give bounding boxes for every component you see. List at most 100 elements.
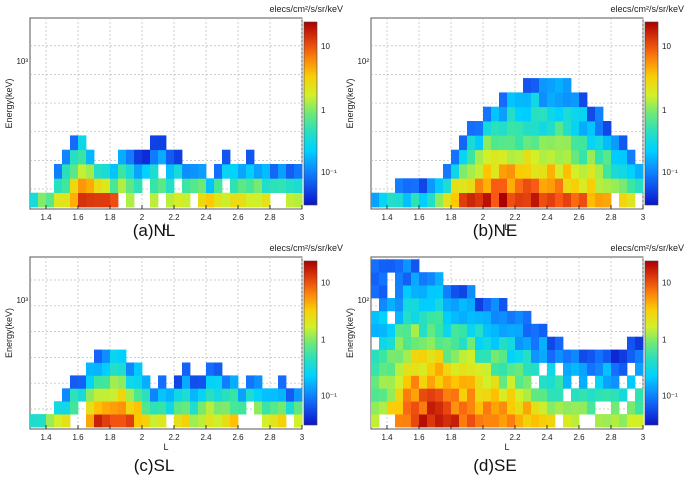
- heatmap-cell: [142, 375, 151, 389]
- heatmap-cell: [395, 336, 404, 350]
- heatmap-cell: [507, 349, 516, 363]
- heatmap-cell: [118, 414, 127, 428]
- heatmap-cell: [387, 401, 396, 415]
- heatmap-cell: [427, 285, 436, 299]
- heatmap-cell: [419, 272, 428, 286]
- heatmap-cell: [555, 135, 564, 151]
- heatmap-cell: [531, 323, 540, 338]
- heatmap-cell: [86, 401, 95, 415]
- heatmap-cell: [94, 164, 103, 179]
- panel-3: 1.4 1.6 1.8 2 2.2 2.4 2.6 2.8 3 10³ L Energy(keV) (c…: [4, 243, 343, 475]
- heatmap-cell: [531, 164, 540, 179]
- heatmap-cell: [118, 375, 127, 389]
- heatmap-cell: [515, 375, 524, 389]
- heatmap-cell: [166, 149, 175, 165]
- heatmap-cell: [523, 135, 532, 151]
- heatmap-cell: [270, 178, 279, 193]
- heatmap-cell: [579, 349, 588, 363]
- heatmap-cell: [94, 388, 103, 402]
- heatmap-cell: [459, 285, 468, 299]
- heatmap-cell: [547, 135, 556, 151]
- heatmap-cell: [403, 375, 412, 389]
- heatmap-cell: [563, 121, 572, 136]
- heatmap-cell: [411, 401, 420, 415]
- heatmap-cell: [595, 178, 604, 193]
- heatmap-cell: [483, 149, 492, 165]
- heatmap-cell: [150, 135, 159, 151]
- panel-4: 1.4 1.6 1.8 2 2.2 2.4 2.6 2.8 3 10² L Energy(keV) (d…: [345, 243, 684, 475]
- heatmap-cell: [435, 414, 444, 428]
- heatmap-cell: [467, 362, 476, 376]
- panel-label: (b)NE: [473, 221, 517, 240]
- heatmap-cell: [451, 388, 460, 402]
- heatmap-cell: [371, 272, 380, 286]
- heatmap-cell: [603, 388, 612, 402]
- heatmap-cell: [627, 414, 636, 428]
- heatmap-cell: [387, 375, 396, 389]
- heatmap-cell: [475, 388, 484, 402]
- heatmap-cell: [571, 92, 580, 108]
- heatmap-cell: [174, 414, 183, 428]
- heatmap-cell: [395, 388, 404, 402]
- heatmap-cell: [371, 362, 380, 376]
- x-tick-label: 2.8: [605, 213, 617, 222]
- heatmap-cell: [427, 336, 436, 350]
- heatmap-cell: [595, 164, 604, 179]
- heatmap-cell: [507, 121, 516, 136]
- heatmap-cell: [379, 336, 388, 350]
- heatmap-cell: [443, 375, 452, 389]
- heatmap-cell: [579, 135, 588, 151]
- heatmap-cell: [206, 414, 215, 428]
- heatmap-cell: [206, 362, 215, 376]
- heatmap-cell: [387, 298, 396, 312]
- heatmap-cell: [142, 414, 151, 428]
- heatmap-cell: [555, 178, 564, 193]
- heatmap-cell: [571, 362, 580, 376]
- heatmap-cell: [443, 388, 452, 402]
- heatmap-cell: [427, 310, 436, 325]
- heatmap-cell: [134, 388, 143, 402]
- heatmap-cell: [579, 164, 588, 179]
- heatmap-cell: [459, 349, 468, 363]
- heatmap-cell: [238, 401, 247, 415]
- heatmap-cell: [371, 323, 380, 338]
- heatmap-cell: [70, 388, 79, 402]
- x-tick-label: 2.8: [264, 213, 276, 222]
- heatmap-cell: [483, 164, 492, 179]
- heatmap-cell: [467, 192, 476, 208]
- heatmap-cell: [230, 178, 239, 193]
- heatmap-cell: [158, 388, 167, 402]
- heatmap-cell: [102, 375, 111, 389]
- heatmap-cell: [419, 401, 428, 415]
- heatmap-cell: [603, 349, 612, 363]
- x-tick-label: 2.6: [232, 213, 244, 222]
- heatmap-cell: [635, 349, 644, 363]
- heatmap-cell: [403, 401, 412, 415]
- heatmap-cell: [475, 178, 484, 193]
- heatmap-cell: [467, 285, 476, 299]
- heatmap-cell: [86, 375, 95, 389]
- heatmap-cell: [411, 192, 420, 208]
- heatmap-cell: [435, 178, 444, 193]
- heatmap-cell: [539, 178, 548, 193]
- heatmap-cell: [499, 388, 508, 402]
- heatmap-cell: [595, 349, 604, 363]
- heatmap-cell: [118, 178, 127, 193]
- heatmap-cell: [411, 272, 420, 286]
- heatmap-cell: [539, 92, 548, 108]
- heatmap-cell: [174, 401, 183, 415]
- heatmap-cell: [619, 192, 628, 208]
- heatmap-cell: [387, 388, 396, 402]
- heatmap-cell: [443, 164, 452, 179]
- heatmap-cell: [182, 401, 191, 415]
- heatmap-cell: [491, 192, 500, 208]
- heatmap-cell: [507, 323, 516, 338]
- heatmap-cell: [54, 178, 63, 193]
- heatmap-cell: [611, 388, 620, 402]
- heatmap-cell: [515, 192, 524, 208]
- x-tick-label: 2.4: [200, 433, 212, 442]
- heatmap-cell: [499, 336, 508, 350]
- heatmap-cell: [603, 414, 612, 428]
- heatmap-cell: [62, 414, 71, 428]
- heatmap-cell: [294, 388, 303, 402]
